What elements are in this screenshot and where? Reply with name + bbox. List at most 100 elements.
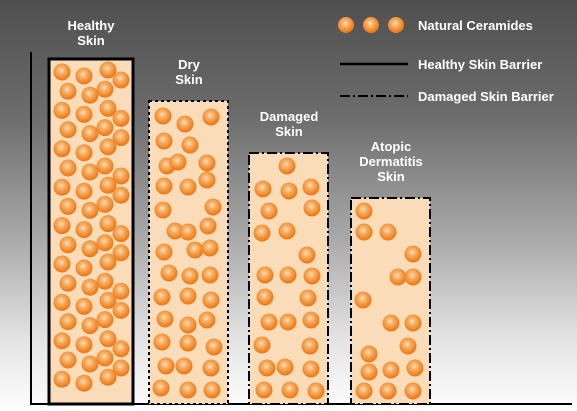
ceramide-ball — [379, 223, 397, 241]
ceramide-ball — [75, 221, 93, 239]
label-dry-skin: Dry Skin — [175, 57, 203, 87]
ceramide-ball — [404, 245, 422, 263]
ceramide-ball — [81, 278, 99, 296]
ceramide-ball — [112, 186, 130, 204]
ceramide-ball — [404, 268, 422, 286]
ceramide-ball — [280, 182, 298, 200]
ceramide-ball — [112, 225, 130, 243]
ceramide-ball — [75, 67, 93, 85]
ceramide-ball — [406, 359, 424, 377]
ceramide-ball — [179, 316, 197, 334]
ceramide-ball — [81, 201, 99, 219]
ceramide-ball — [355, 223, 373, 241]
ceramide-ball — [112, 129, 130, 147]
ceramide-ball — [302, 311, 320, 329]
ceramide-ball — [179, 178, 197, 196]
ceramide-ball — [379, 382, 397, 400]
ceramide-ball — [96, 272, 114, 290]
ceramide-ball — [59, 197, 77, 215]
ceramide-ball — [112, 167, 130, 185]
ceramide-ball — [279, 266, 297, 284]
ceramide-ball — [112, 359, 130, 377]
label-damaged-skin: Damaged Skin — [259, 109, 319, 139]
ceramide-ball — [254, 180, 272, 198]
ceramide-ball — [81, 86, 99, 104]
ceramide-ball — [302, 178, 320, 196]
ceramide-ball — [198, 171, 216, 189]
ceramide-ball — [96, 119, 114, 137]
ceramide-ball — [75, 259, 93, 277]
ceramide-ball — [99, 61, 117, 79]
ceramide-ball — [355, 382, 373, 400]
ceramide-ball — [155, 177, 173, 195]
ceramide-ball — [179, 223, 197, 241]
ceramide-ball — [53, 101, 71, 119]
legend-ceramide-icon — [338, 17, 404, 33]
ceramide-ball — [198, 311, 216, 329]
ceramide-ball — [202, 359, 220, 377]
label-atopic-dermatitis-skin: Atopic Dermatitis Skin — [359, 139, 423, 184]
ceramide-ball — [256, 288, 274, 306]
ceramide-ball — [354, 291, 372, 309]
ceramide-ball — [59, 82, 77, 100]
ceramide-ball — [205, 338, 223, 356]
ceramide-ball — [96, 234, 114, 252]
ceramide-ball — [278, 157, 296, 175]
atopic-dermatitis-skin-ceramides — [354, 202, 424, 400]
legend-ceramides-label: Natural Ceramides — [418, 18, 533, 33]
ceramide-ball — [53, 255, 71, 273]
ceramide-ball — [156, 310, 174, 328]
ceramide-ball — [75, 374, 93, 392]
ceramide-ball — [154, 107, 172, 125]
ceramide-ball — [202, 291, 220, 309]
ceramide-ball — [253, 336, 271, 354]
ceramide-ball — [53, 63, 71, 81]
ceramide-ball — [199, 217, 217, 235]
ceramide-ball — [75, 297, 93, 315]
ceramide-ball — [301, 337, 319, 355]
ceramide-ball — [152, 379, 170, 397]
ceramide-ball — [53, 217, 71, 235]
ceramide-ball — [176, 115, 194, 133]
ceramide-ball — [75, 336, 93, 354]
ceramide-ball — [281, 381, 299, 399]
ceramide-ball — [59, 351, 77, 369]
ceramide-ball — [179, 287, 197, 305]
ceramide-ball — [360, 345, 378, 363]
healthy-skin-ceramides — [53, 61, 130, 392]
ceramide-ball — [99, 215, 117, 233]
label-healthy-skin: Healthy Skin — [67, 18, 115, 48]
ceramide-ball — [53, 332, 71, 350]
ceramide-ball — [59, 236, 77, 254]
ceramide-ball — [153, 288, 171, 306]
ceramide-ball — [255, 381, 273, 399]
ceramide-ball — [59, 121, 77, 139]
ceramide-ball — [202, 108, 220, 126]
ceramide-ball — [404, 382, 422, 400]
ceramide-ball — [53, 178, 71, 196]
ceramide-ball — [75, 182, 93, 200]
ceramide-ball — [96, 157, 114, 175]
legend-healthy-barrier-label: Healthy Skin Barrier — [418, 57, 543, 72]
ceramide-ball — [157, 357, 175, 375]
ceramide-ball — [201, 239, 219, 257]
ceramide-ball — [203, 381, 221, 399]
ceramide-ball — [99, 176, 117, 194]
ceramide-ball — [99, 330, 117, 348]
ceramide-ball — [389, 268, 407, 286]
ceramide-ball — [399, 337, 417, 355]
ceramide-ball — [204, 198, 222, 216]
ceramide-ball — [112, 301, 130, 319]
ceramide-ball — [382, 361, 400, 379]
ceramide-ball — [155, 243, 173, 261]
ceramide-ball — [258, 359, 276, 377]
ceramide-ball — [302, 360, 320, 378]
ceramide-ball — [256, 266, 274, 284]
ceramide-ball — [382, 314, 400, 332]
ceramide-ball — [166, 222, 184, 240]
ceramide-ball — [81, 125, 99, 143]
ceramide-ball — [278, 222, 296, 240]
ceramide-ball — [153, 333, 171, 351]
